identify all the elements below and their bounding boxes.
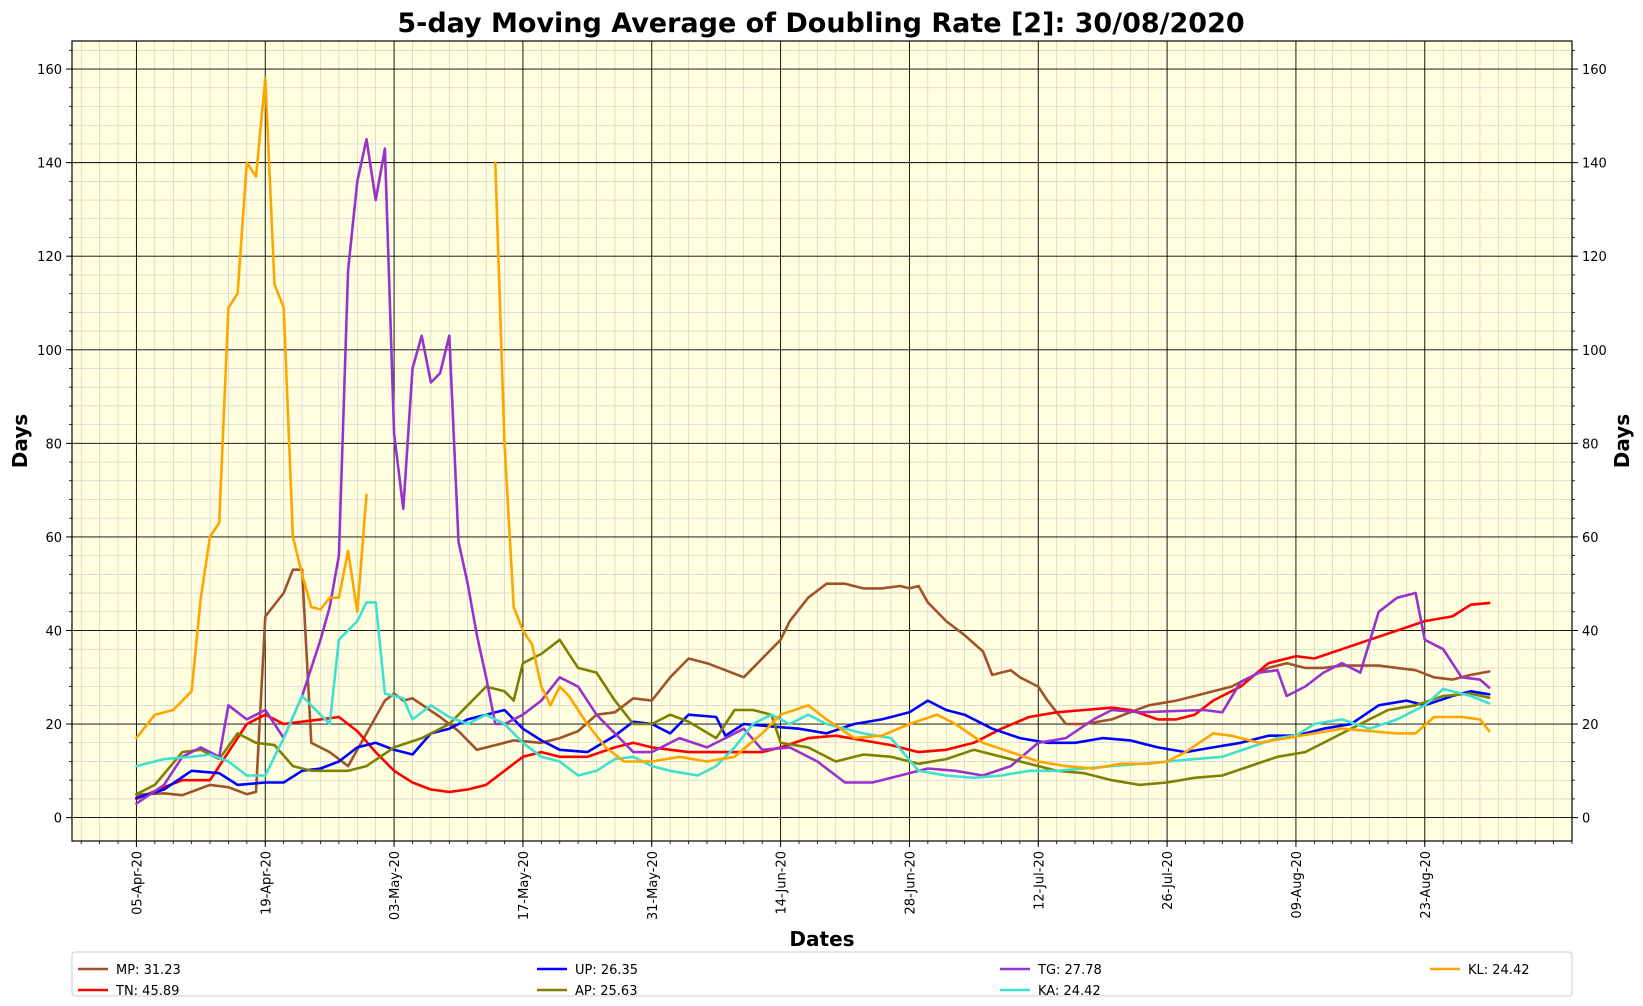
- y-axis-left: 0 20 40 60 80 100 120 140 160: [37, 49, 72, 827]
- x-tick-label: 05-Apr-20: [130, 851, 145, 915]
- x-tick-label: 17-May-20: [517, 851, 532, 920]
- x-tick-label: 26-Jul-20: [1161, 851, 1176, 910]
- x-tick-label: 03-May-20: [388, 851, 403, 920]
- plot-frame: [71, 40, 1573, 842]
- x-tick-label: 28-Jun-20: [903, 851, 918, 915]
- y-tick-label: 20: [45, 718, 62, 733]
- legend-label-up: UP: 26.35: [575, 963, 638, 978]
- x-tick-label: 09-Aug-20: [1290, 851, 1305, 919]
- series-lines: [135, 77, 1491, 805]
- legend-label-mp: MP: 31.23: [116, 963, 181, 978]
- y-axis-right: 0 20 40 60 80 100 120 140 160: [1572, 49, 1607, 827]
- y-tick-label: 100: [37, 344, 62, 359]
- y-axis-label-right: Days: [1610, 414, 1634, 468]
- legend-label-ap: AP: 25.63: [575, 984, 637, 999]
- y-tick-label: 60: [45, 531, 62, 546]
- series-line-ap: [135, 638, 1491, 796]
- y-tick-label: 40: [1582, 624, 1599, 639]
- y-tick-label: 100: [1582, 344, 1607, 359]
- series-line-tn: [135, 601, 1491, 801]
- y-tick-label: 140: [1582, 157, 1607, 172]
- x-axis-label: Dates: [789, 927, 854, 951]
- y-tick-label: 160: [37, 63, 62, 78]
- x-tick-label: 31-May-20: [646, 851, 661, 920]
- legend-label-tg: TG: 27.78: [1037, 963, 1102, 978]
- legend-box: [71, 951, 1573, 997]
- legend-label-ka: KA: 24.42: [1038, 984, 1101, 999]
- y-tick-label: 0: [1582, 812, 1590, 827]
- y-axis-label-left: Days: [8, 414, 32, 468]
- x-tick-label: 14-Jun-20: [775, 851, 790, 915]
- series-line-kl: [135, 77, 1491, 770]
- y-tick-label: 80: [45, 437, 62, 452]
- series-line-ka: [135, 601, 1491, 780]
- y-tick-label: 120: [1582, 250, 1607, 265]
- legend-label-kl: KL: 24.42: [1468, 963, 1530, 978]
- x-tick-label: 23-Aug-20: [1419, 851, 1434, 919]
- y-tick-label: 160: [1582, 63, 1607, 78]
- legend: MP: 31.23 TN: 45.89 UP: 26.35 AP: 25.63 TG: …: [78, 963, 1530, 999]
- x-axis: 05-Apr-20 19-Apr-20 03-May-20 17-May-20 31-M…: [80, 841, 1573, 920]
- y-tick-label: 80: [1582, 437, 1599, 452]
- plot-area: [72, 41, 1572, 841]
- series-line-tg: [135, 137, 1491, 805]
- y-tick-label: 0: [54, 812, 62, 827]
- y-tick-label: 140: [37, 157, 62, 172]
- x-tick-label: 19-Apr-20: [259, 851, 274, 915]
- minor-grid: [72, 41, 1573, 841]
- y-tick-label: 120: [37, 250, 62, 265]
- y-tick-label: 40: [45, 624, 62, 639]
- y-tick-label: 20: [1582, 718, 1599, 733]
- x-tick-label: 12-Jul-20: [1032, 851, 1047, 910]
- series-line-up: [135, 690, 1491, 800]
- legend-label-tn: TN: 45.89: [115, 984, 179, 999]
- chart-title: 5-day Moving Average of Doubling Rate [2…: [397, 8, 1244, 39]
- y-tick-label: 60: [1582, 531, 1599, 546]
